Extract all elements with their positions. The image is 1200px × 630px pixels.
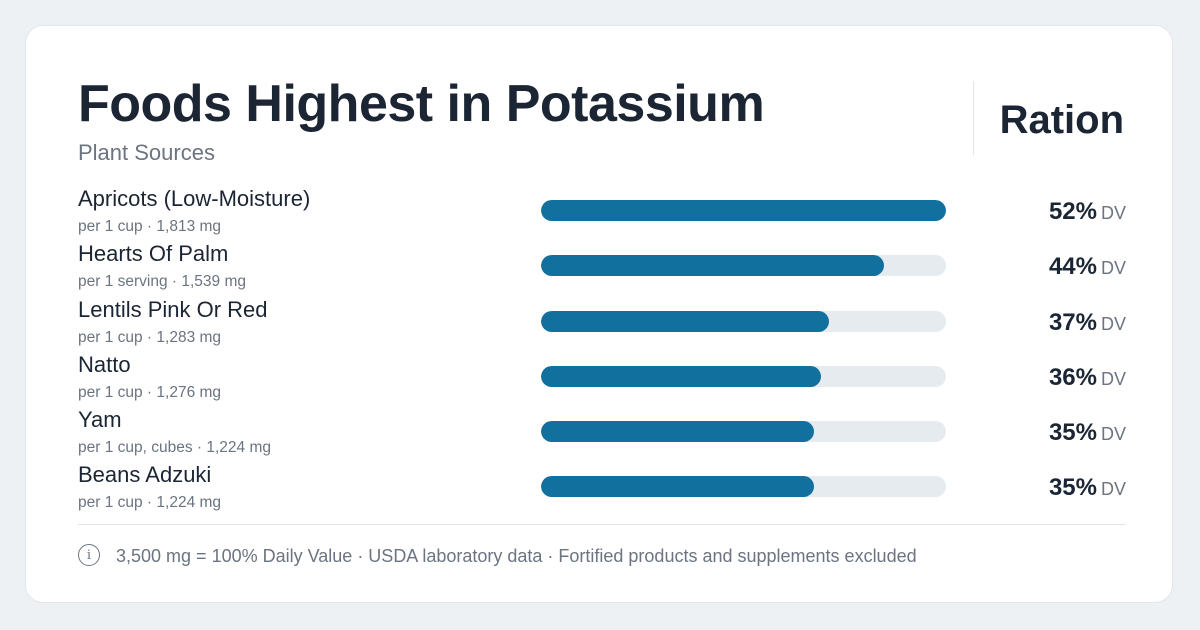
bar-rows: Apricots (Low-Moisture) per 1 cup · 1,813… — [78, 186, 1126, 518]
percent-value: 52% — [1048, 198, 1097, 225]
dv-unit: DV — [1100, 258, 1126, 279]
percent-value: 35% — [1048, 474, 1097, 502]
value-label: 35% DV — [1049, 474, 1126, 502]
footer-divider — [78, 524, 1126, 525]
food-serving: per 1 cup · 1,813 mg — [78, 218, 222, 235]
food-name: Beans Adzuki — [78, 462, 212, 488]
bar-fill — [541, 310, 830, 332]
food-name: Hearts Of Palm — [78, 241, 229, 267]
percent-value: 44% — [1048, 253, 1097, 281]
chart-title: Foods Highest in Potassium — [78, 75, 765, 133]
food-name: Apricots (Low-Moisture) — [78, 186, 311, 211]
food-name: Yam — [78, 407, 122, 433]
food-name: Lentils Pink Or Red — [78, 296, 268, 322]
percent-value: 37% — [1048, 308, 1097, 336]
brand-divider — [973, 81, 974, 155]
food-serving: per 1 cup, cubes · 1,224 mg — [78, 439, 272, 457]
bar-fill — [541, 476, 814, 498]
dv-unit: DV — [1100, 424, 1126, 445]
food-name: Natto — [78, 351, 131, 377]
bar-fill — [541, 421, 814, 443]
footnote: 3,500 mg = 100% Daily Value · USDA labor… — [116, 546, 917, 566]
bar-row: Lentils Pink Or Red per 1 cup · 1,283 mg 3… — [78, 297, 1126, 352]
brand-logo: Ration — [999, 98, 1124, 142]
bar-fill — [541, 200, 946, 221]
value-label: 44% DV — [1049, 253, 1126, 281]
bar-row: Beans Adzuki per 1 cup · 1,224 mg 35% DV — [78, 462, 1126, 517]
food-serving: per 1 cup · 1,276 mg — [78, 383, 222, 401]
food-serving: per 1 serving · 1,539 mg — [78, 273, 247, 291]
value-label: 37% DV — [1049, 309, 1126, 337]
bar-track — [541, 200, 946, 221]
bar-fill — [541, 365, 822, 387]
value-label: 52% DV — [1049, 198, 1126, 226]
bar-row: Natto per 1 cup · 1,276 mg 36% DV — [78, 352, 1126, 407]
food-serving: per 1 cup · 1,224 mg — [78, 494, 222, 512]
bar-track — [541, 365, 946, 387]
chart-card: Foods Highest in Potassium Plant Sources… — [25, 25, 1173, 603]
bar-row: Apricots (Low-Moisture) per 1 cup · 1,813… — [78, 186, 1126, 241]
value-label: 36% DV — [1049, 364, 1126, 392]
value-label: 35% DV — [1049, 419, 1126, 447]
percent-value: 36% — [1048, 363, 1097, 391]
bar-row: Yam per 1 cup, cubes · 1,224 mg 35% DV — [78, 407, 1126, 462]
bar-track — [541, 421, 946, 443]
bar-fill — [541, 255, 884, 277]
bar-track — [541, 255, 946, 277]
info-icon: i — [78, 544, 100, 566]
bar-row: Hearts Of Palm per 1 serving · 1,539 mg 44… — [78, 241, 1126, 296]
food-serving: per 1 cup · 1,283 mg — [78, 328, 222, 346]
chart-subtitle: Plant Sources — [78, 140, 215, 165]
dv-unit: DV — [1100, 479, 1126, 500]
percent-value: 35% — [1048, 419, 1097, 447]
dv-unit: DV — [1100, 313, 1126, 334]
bar-track — [541, 310, 946, 332]
dv-unit: DV — [1100, 203, 1126, 223]
dv-unit: DV — [1100, 368, 1126, 389]
bar-track — [541, 476, 946, 498]
